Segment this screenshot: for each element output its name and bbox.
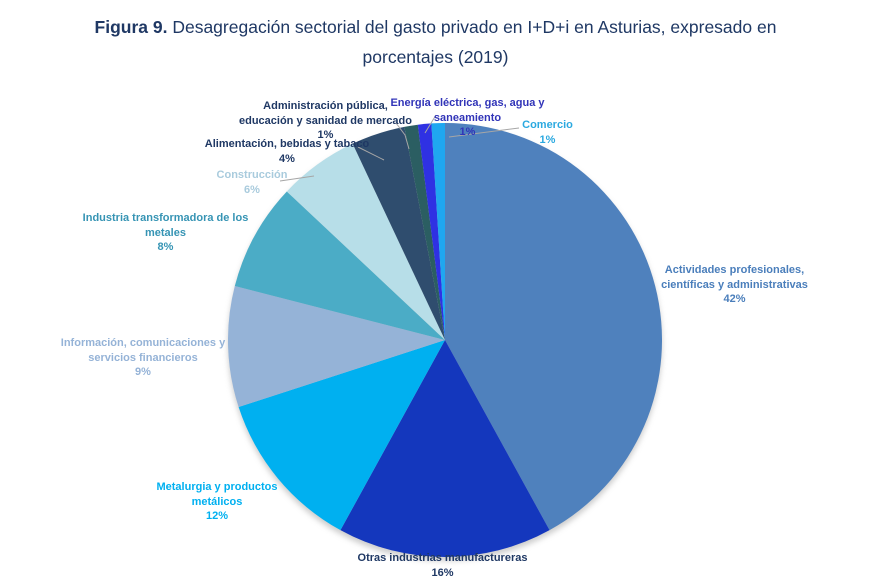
pie-slice-2[interactable] — [238, 340, 445, 531]
figure-title: Figura 9. Desagregación sectorial del ga… — [0, 12, 871, 72]
pie-slice-7[interactable] — [404, 124, 445, 340]
label-percent: 6% — [244, 183, 260, 196]
label-line: Alimentación, bebidas y tabaco — [204, 138, 370, 150]
label-alimentacion: Alimentación, bebidas y tabaco 4% — [167, 137, 407, 166]
label-percent: 1% — [459, 126, 476, 138]
label-line: Industria transformadora de los — [82, 212, 249, 224]
pie-slice-1[interactable] — [340, 340, 550, 557]
label-line: servicios financieros — [88, 351, 198, 364]
label-comercio: Comercio 1% — [505, 118, 590, 147]
label-energia-electrica: Energía eléctrica, gas, agua y saneamien… — [385, 96, 550, 140]
label-percent: 42% — [723, 293, 746, 305]
label-construccion: Construcción 6% — [197, 168, 307, 197]
label-line: Energía eléctrica, gas, agua y — [390, 97, 545, 109]
pie-slice-6[interactable] — [352, 126, 445, 341]
label-line: Construcción — [216, 169, 288, 181]
pie-slices-group — [228, 123, 662, 557]
pie-slice-9[interactable] — [431, 123, 445, 340]
label-industria-transformadora: Industria transformadora de los metales … — [48, 211, 283, 255]
leader-line-alimentacion — [357, 146, 385, 161]
label-line: Administración pública, — [263, 100, 388, 112]
leader-line-administracion — [395, 122, 410, 150]
label-line: Otras industrias manufactureras — [357, 552, 528, 564]
label-informacion-comunicaciones: Información, comunicaciones y servicios … — [33, 336, 253, 380]
label-metalurgia: Metalurgia y productos metálicos 12% — [127, 480, 307, 524]
label-line: Comercio — [522, 119, 573, 131]
figure-caption: Desagregación sectorial del gasto privad… — [167, 17, 777, 67]
label-line: metálicos — [191, 495, 243, 508]
label-line: Información, comunicaciones y — [60, 337, 226, 349]
leader-line-comercio — [448, 127, 520, 138]
label-line: Metalurgia y productos — [156, 481, 278, 493]
label-line: educación y sanidad de mercado — [238, 114, 412, 127]
pie-slice-0[interactable] — [445, 123, 662, 531]
figure-number: Figura 9. — [94, 17, 168, 37]
pie-slice-4[interactable] — [234, 191, 445, 340]
pie-slice-8[interactable] — [417, 123, 445, 341]
pie-slice-5[interactable] — [286, 143, 445, 340]
label-line: científicas y administrativas — [661, 278, 808, 291]
label-administracion-publica: Administración pública, educación y sani… — [218, 99, 433, 143]
label-percent: 1% — [317, 129, 334, 141]
label-line: Actividades profesionales, — [664, 264, 805, 276]
label-line: metales — [145, 226, 186, 239]
label-percent: 8% — [157, 241, 174, 253]
figure-title-text: Figura 9. Desagregación sectorial del ga… — [65, 12, 807, 72]
label-actividades-profesionales: Actividades profesionales, científicas y… — [622, 263, 847, 307]
label-percent: 1% — [539, 133, 556, 146]
label-percent: 4% — [279, 152, 295, 165]
leader-lines — [279, 114, 520, 182]
label-line: saneamiento — [433, 111, 502, 124]
label-percent: 12% — [205, 510, 229, 522]
label-otras-industrias: Otras industrias manufactureras 16% — [300, 551, 585, 580]
pie-slice-3[interactable] — [228, 286, 445, 408]
label-percent: 9% — [135, 366, 151, 378]
label-percent: 16% — [431, 566, 454, 579]
leader-line-energia — [424, 114, 437, 134]
leader-line-construccion — [279, 175, 315, 182]
